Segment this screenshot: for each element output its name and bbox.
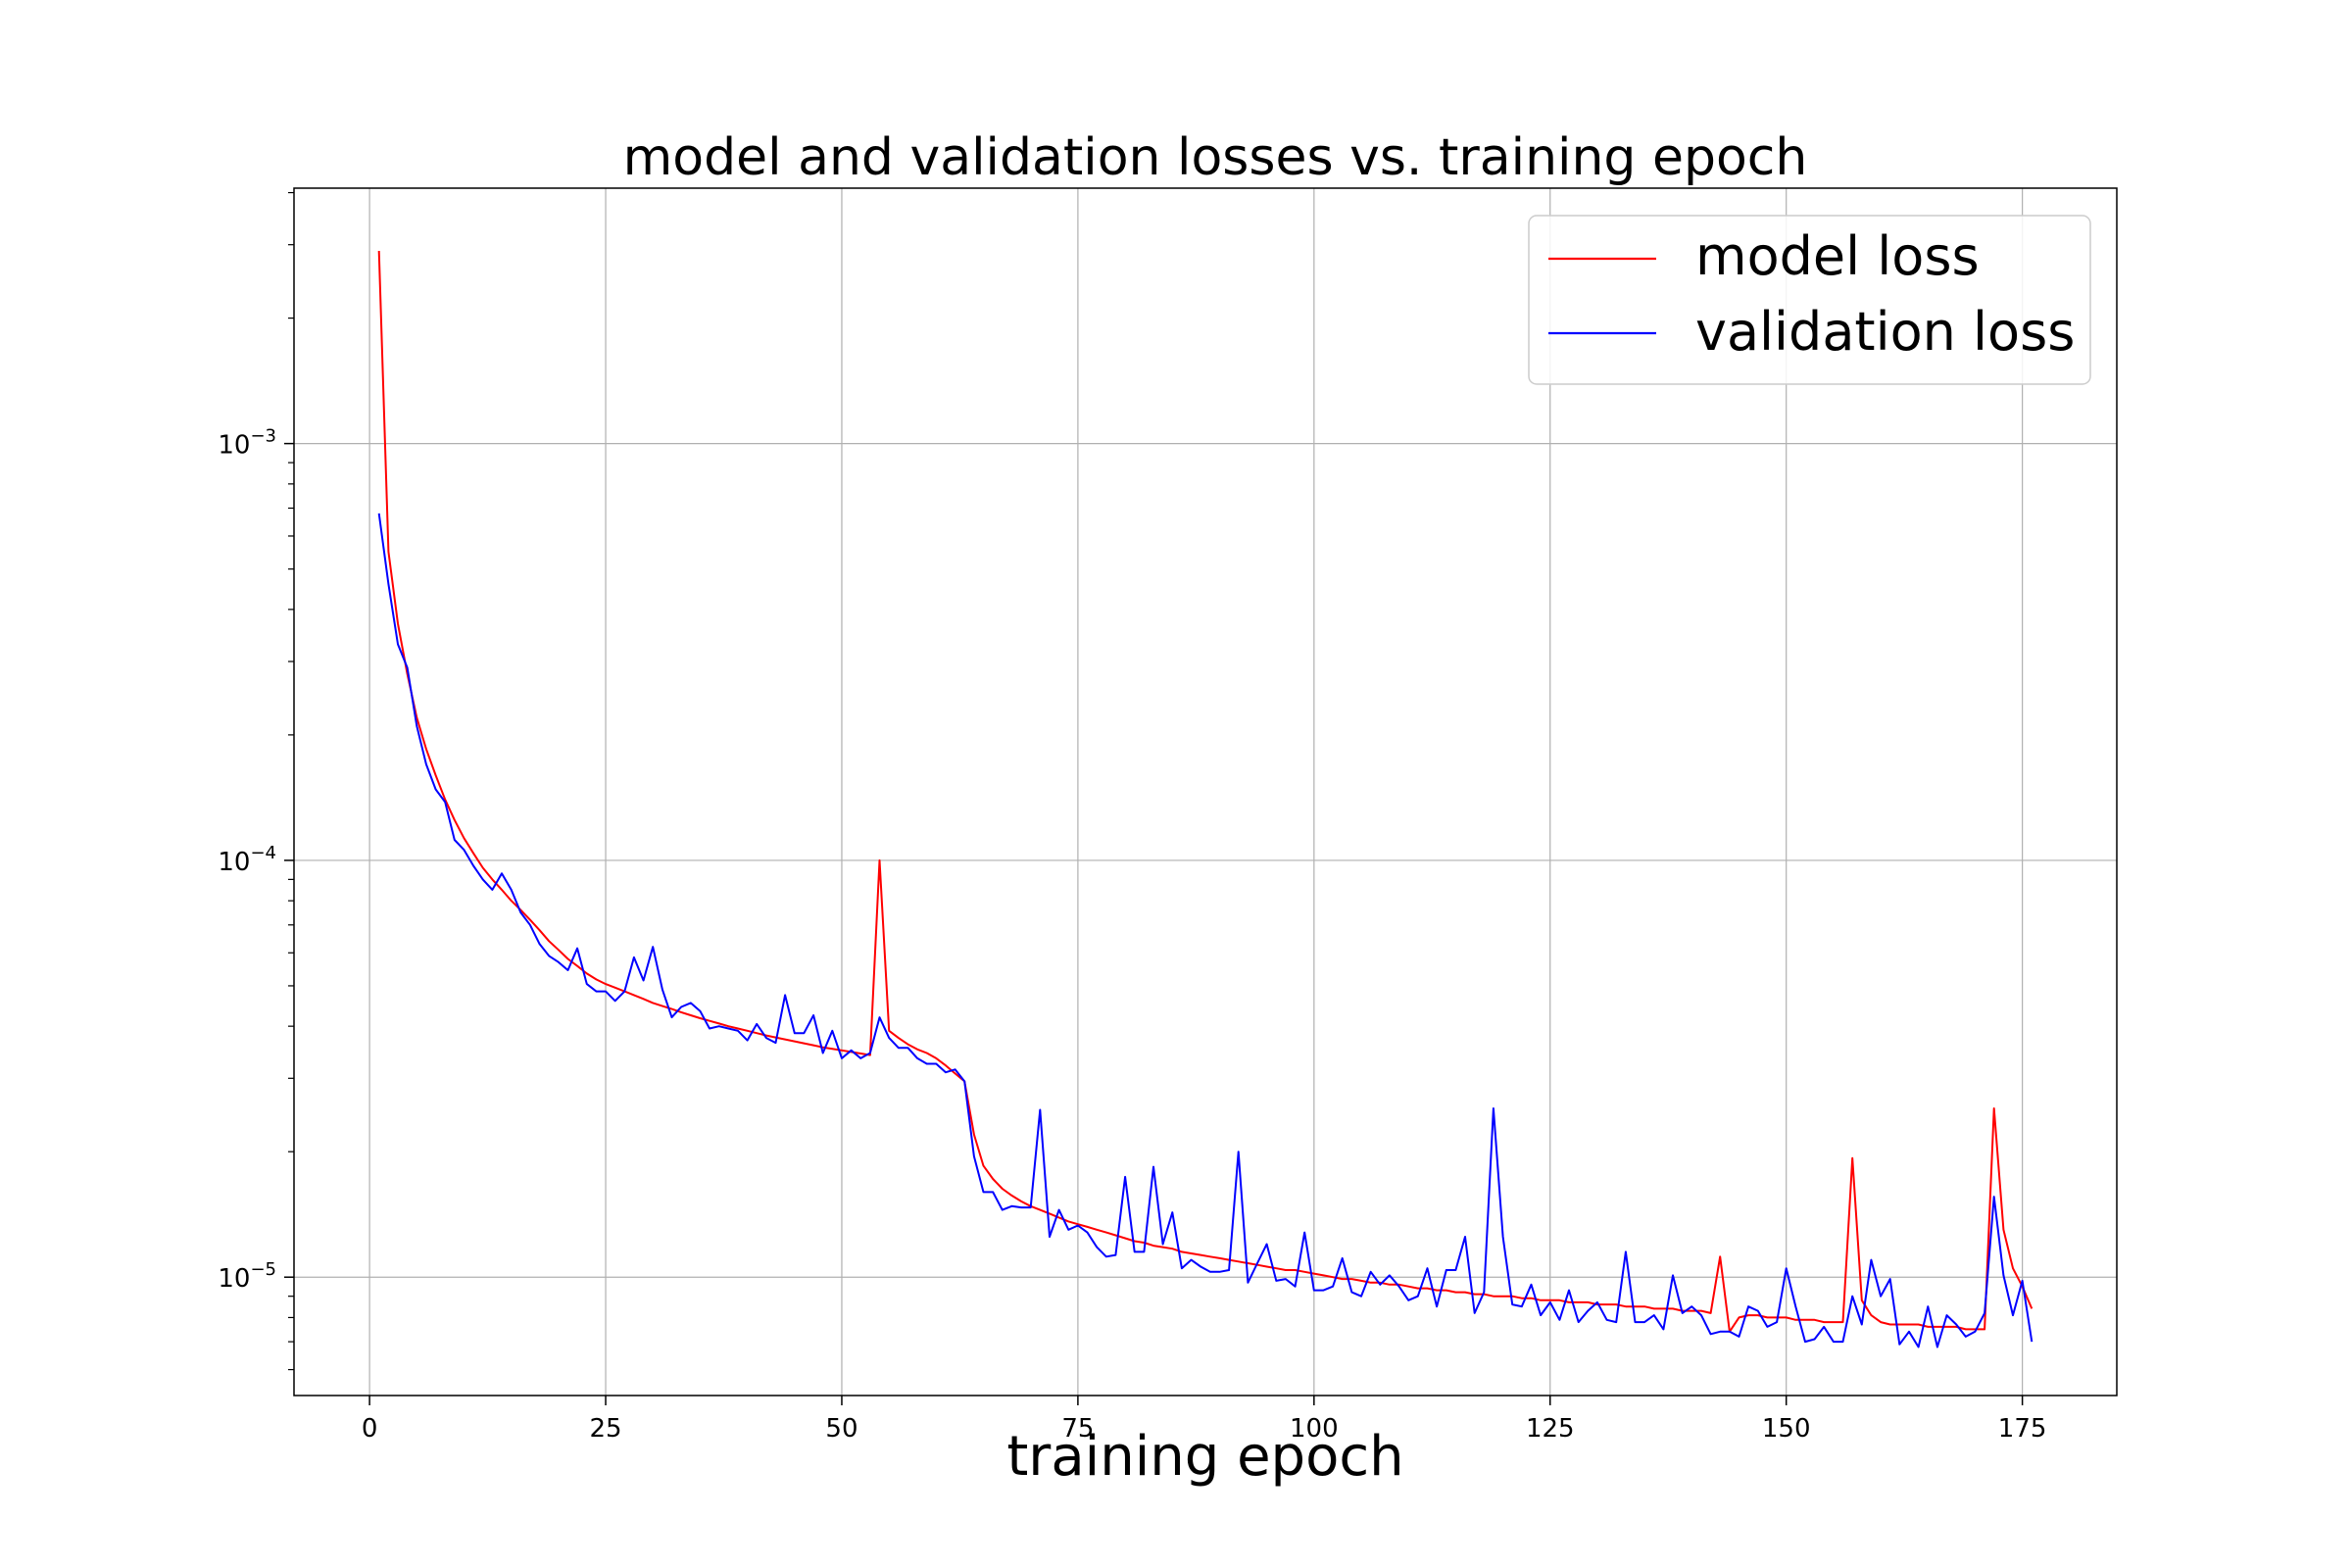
x-axis-label: training epoch	[1006, 1425, 1403, 1489]
legend-label-validation-loss: validation loss	[1695, 301, 2075, 363]
series-lines	[377, 250, 2034, 1348]
series-line-validation-loss	[377, 513, 2034, 1348]
x-tick-label: 0	[362, 1414, 378, 1444]
y-tick-label: 10−3	[218, 426, 276, 461]
x-tick-label: 25	[589, 1414, 621, 1444]
legend: model loss validation loss	[1528, 215, 2091, 385]
grid-lines	[294, 188, 2117, 1396]
plot-area-frame	[293, 187, 2118, 1396]
chart-title: model and validation losses vs. training…	[623, 128, 1808, 187]
legend-label-model-loss: model loss	[1695, 225, 1980, 287]
x-tick-label: 50	[825, 1414, 858, 1444]
axis-ticks: 0 25 50 75 100 125 150 175 10−5 10−4 10−3	[218, 191, 2047, 1444]
x-tick-label: 75	[1061, 1414, 1094, 1444]
x-tick-label: 125	[1526, 1414, 1575, 1444]
x-tick-label: 100	[1290, 1414, 1339, 1444]
x-tick-label: 175	[1998, 1414, 2047, 1444]
y-tick-label: 10−4	[218, 843, 276, 877]
y-tick-label: 10−5	[218, 1259, 276, 1294]
legend-box	[1528, 215, 2091, 385]
x-tick-label: 150	[1762, 1414, 1811, 1444]
series-line-model-loss	[377, 250, 2034, 1333]
